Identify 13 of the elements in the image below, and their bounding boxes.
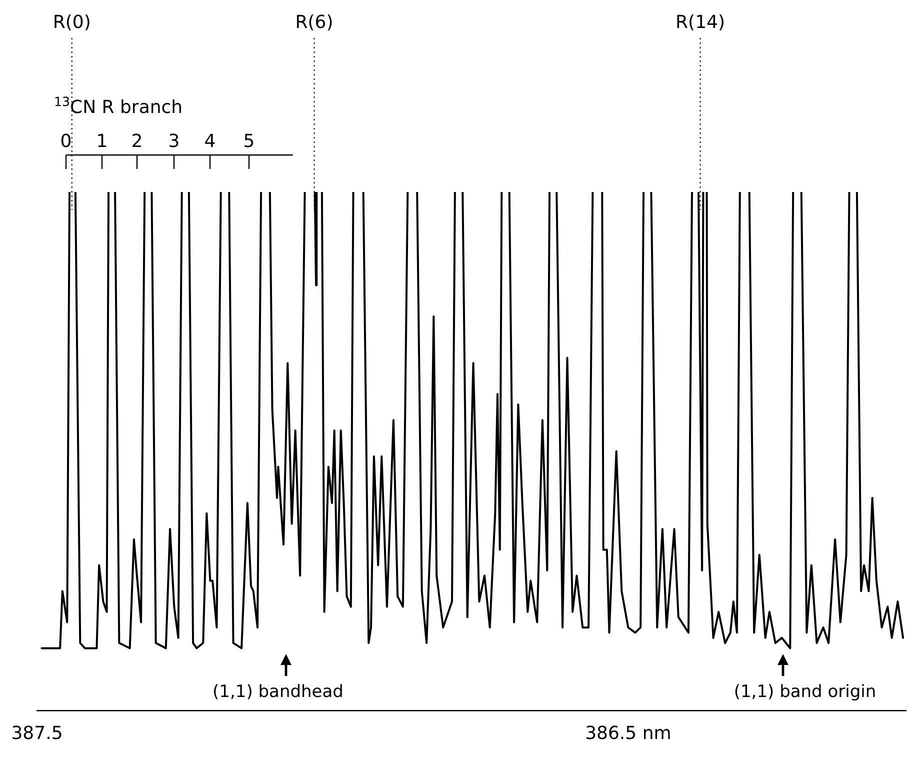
text: 3 [168,131,180,152]
ref-line-label: R(6) [295,12,334,33]
ref-line-label: R(14) [676,12,726,33]
annotation: (1,1) band origin [734,682,876,702]
x-tick-label: 387.5 [11,722,63,744]
text: 2 [131,131,143,152]
annotation: (1,1) bandhead [212,682,344,702]
x-tick-label: 386.5 nm [585,722,672,744]
text: 0 [60,131,72,152]
text: 4 [204,131,216,152]
ref-line-label: R(0) [52,12,91,33]
text: 5 [243,131,255,152]
text: 1 [96,131,108,152]
